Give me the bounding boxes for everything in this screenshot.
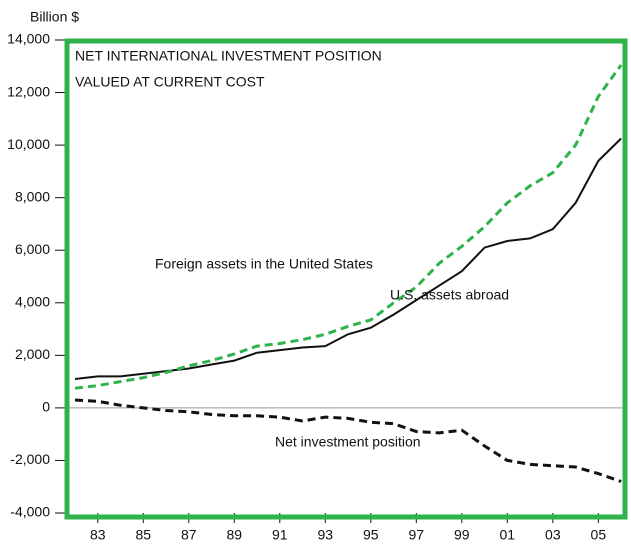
y-tick-label: 0 (42, 399, 50, 415)
y-tick-label: 8,000 (15, 188, 50, 204)
chart-title: NET INTERNATIONAL INVESTMENT POSITION (75, 48, 382, 64)
x-tick-label: 93 (318, 527, 334, 543)
plot-frame (64, 38, 628, 520)
x-tick-label: 83 (90, 527, 106, 543)
x-tick-label: 05 (591, 527, 607, 543)
y-tick-label: 6,000 (15, 241, 50, 257)
x-tick-label: 95 (363, 527, 379, 543)
x-tick-label: 01 (500, 527, 516, 543)
y-tick-label: 12,000 (7, 83, 50, 99)
y-tick-label: 14,000 (7, 31, 50, 47)
x-tick-label: 03 (545, 527, 561, 543)
x-tick-label: 91 (272, 527, 288, 543)
series-line (74, 398, 622, 483)
x-tick-label: 85 (135, 527, 151, 543)
plot: -4,000 -2,000 0 2,000 4,000 6,000 8,000 10,000 1… (7, 31, 628, 543)
y-tick-label: 10,000 (7, 136, 50, 152)
chart-subtitle: VALUED AT CURRENT COST (75, 74, 265, 90)
y-tick-label: -4,000 (10, 504, 50, 520)
y-axis-label: Billion $ (30, 9, 79, 25)
x-tick-label: 97 (409, 527, 425, 543)
series-label: Net investment position (275, 434, 421, 450)
series-line (74, 64, 623, 390)
x-tick-label: 89 (226, 527, 242, 543)
y-tick-label: 4,000 (15, 293, 50, 309)
series-label: U.S. assets abroad (390, 287, 509, 303)
y-tick-label: -2,000 (10, 451, 50, 467)
x-tick-label: 87 (181, 527, 197, 543)
y-tick-label: 2,000 (15, 346, 50, 362)
x-tick-label: 99 (454, 527, 470, 543)
series-label: Foreign assets in the United States (155, 256, 373, 272)
